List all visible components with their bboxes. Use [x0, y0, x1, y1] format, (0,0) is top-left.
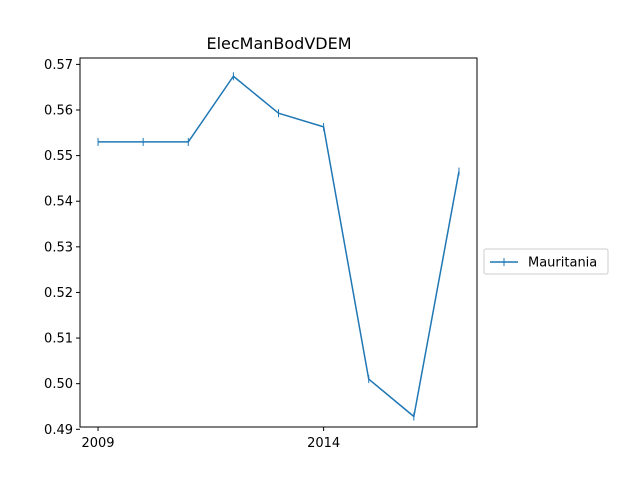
series-layer — [97, 72, 460, 421]
plot-area — [79, 57, 478, 428]
x-axis: 2009 2014 — [81, 427, 340, 451]
y-tick-label: 0.57 — [44, 58, 73, 73]
y-tick-label: 0.52 — [44, 286, 73, 301]
series-line-mauritania — [98, 75, 460, 418]
legend-box — [483, 248, 609, 275]
y-tick-label: 0.56 — [44, 103, 73, 118]
y-tick-label: 0.50 — [44, 377, 73, 392]
y-tick-label: 0.49 — [44, 423, 73, 438]
legend-label: Mauritania — [528, 256, 597, 271]
y-tick-label: 0.53 — [44, 240, 73, 255]
y-tick-label: 0.55 — [44, 149, 73, 164]
y-tick-label: 0.51 — [44, 332, 73, 347]
legend[interactable]: Mauritania — [483, 248, 609, 275]
y-axis: 0.49 0.50 0.51 0.52 0.53 0.54 0.55 0.56 0.57 — [44, 58, 80, 438]
x-tick-label: 2009 — [81, 436, 114, 451]
chart-title: ElecManBodVDEM — [206, 34, 351, 53]
y-tick-label: 0.54 — [44, 195, 73, 210]
x-tick-label: 2014 — [307, 436, 340, 451]
